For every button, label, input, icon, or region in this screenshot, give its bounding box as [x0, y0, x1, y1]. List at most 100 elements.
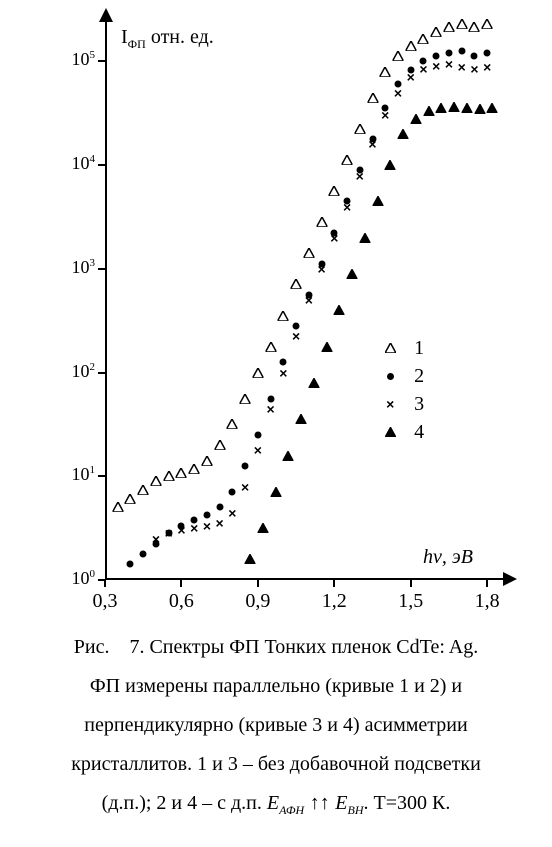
legend-label: 3	[414, 393, 424, 416]
series-1-point	[201, 456, 212, 466]
series-2-point	[254, 431, 261, 438]
series-3-point: ×	[279, 366, 287, 380]
series-1-point	[482, 19, 493, 29]
series-3-point: ×	[432, 59, 440, 73]
caption-tail-b: . T=300 К.	[363, 792, 450, 814]
series-1-point	[380, 67, 391, 77]
series-4-point	[449, 102, 460, 112]
caption-line-3: перпендикулярно (кривые 3 и 4) асимметри…	[84, 714, 467, 736]
series-1-point	[214, 440, 225, 450]
series-1-point	[163, 471, 174, 481]
series-1-point	[278, 311, 289, 321]
series-4-point	[385, 160, 396, 170]
series-1-point	[112, 502, 123, 512]
series-3-point: ×	[292, 329, 300, 343]
series-3-point: ×	[228, 506, 236, 520]
series-2-point	[140, 551, 147, 558]
series-1-point	[354, 124, 365, 134]
series-3-point: ×	[241, 480, 249, 494]
series-4-point	[398, 129, 409, 139]
legend-marker-icon	[380, 343, 400, 353]
series-3-point: ×	[177, 523, 185, 537]
series-3-point: ×	[381, 108, 389, 122]
series-1-point	[431, 27, 442, 37]
series-3-point: ×	[407, 70, 415, 84]
series-1-point	[316, 217, 327, 227]
series-3-point: ×	[190, 521, 198, 535]
series-1-point	[418, 34, 429, 44]
y-tick-label: 101	[50, 464, 95, 485]
caption-sub2: ВН	[347, 803, 363, 817]
legend-item: 2	[380, 365, 424, 388]
series-1-point	[443, 22, 454, 32]
series-4-point	[334, 305, 345, 315]
series-1-point	[342, 155, 353, 165]
x-tick-label: 0,9	[238, 590, 278, 613]
series-3-point: ×	[394, 86, 402, 100]
series-1-point	[329, 186, 340, 196]
series-4-point	[474, 104, 485, 114]
series-3-point: ×	[419, 62, 427, 76]
series-4-point	[283, 451, 294, 461]
legend-item: 4	[380, 421, 424, 444]
series-3-point: ×	[254, 443, 262, 457]
series-1-point	[189, 464, 200, 474]
series-1-point	[176, 468, 187, 478]
y-tick-label: 102	[50, 361, 95, 382]
series-2-point	[216, 504, 223, 511]
x-tick-label: 1,5	[391, 590, 431, 613]
series-4-point	[257, 523, 268, 533]
legend-label: 2	[414, 365, 424, 388]
x-tick-label: 1,2	[314, 590, 354, 613]
series-4-point	[436, 103, 447, 113]
caption-E1: E	[267, 792, 279, 814]
x-tick-label: 1,8	[467, 590, 507, 613]
caption-line-1: Спектры ФП Тонких пленок CdTe: Ag.	[149, 636, 478, 658]
series-3-point: ×	[317, 262, 325, 276]
caption-line-2: ФП измерены параллельно (кривые 1 и 2) и	[90, 675, 462, 697]
series-3-point: ×	[470, 62, 478, 76]
series-1-point	[456, 19, 467, 29]
series-1-point	[227, 419, 238, 429]
series-4-point	[487, 103, 498, 113]
series-3-point: ×	[216, 516, 224, 530]
chart-plot-area: 1001011021031041050,30,60,91,21,51,8IФП …	[105, 20, 505, 580]
series-1-point	[150, 476, 161, 486]
series-3-point: ×	[343, 200, 351, 214]
caption-line-5: (д.п.); 2 и 4 – с д.п. EАФН ↑↑ EВН. T=30…	[102, 792, 451, 814]
series-1-point	[303, 248, 314, 258]
series-3-point: ×	[203, 519, 211, 533]
caption-line-4: кристаллитов. 1 и 3 – без добавочной под…	[71, 753, 481, 775]
y-tick-label: 100	[50, 568, 95, 589]
series-3-point: ×	[305, 293, 313, 307]
legend-item: 1	[380, 337, 424, 360]
x-tick-label: 0,6	[161, 590, 201, 613]
series-2-point	[127, 561, 134, 568]
caption-tail-a: (д.п.); 2 и 4 – с д.п.	[102, 792, 267, 814]
y-axis-title: IФП отн. ед.	[121, 26, 214, 52]
legend-item: ×3	[380, 393, 424, 416]
series-3-point: ×	[152, 532, 160, 546]
series-4-point	[347, 269, 358, 279]
series-1-point	[469, 22, 480, 32]
series-3-point: ×	[356, 169, 364, 183]
series-4-point	[321, 342, 332, 352]
series-3-point: ×	[267, 402, 275, 416]
series-2-point	[242, 462, 249, 469]
series-4-point	[308, 378, 319, 388]
x-axis-arrow-icon	[503, 572, 517, 591]
legend-label: 4	[414, 421, 424, 444]
caption-sub1: АФН	[279, 803, 304, 817]
legend-label: 1	[414, 337, 424, 360]
series-4-point	[423, 106, 434, 116]
page-root: 1001011021031041050,30,60,91,21,51,8IФП …	[0, 0, 552, 847]
series-2-point	[458, 48, 465, 55]
y-tick-label: 105	[50, 49, 95, 70]
caption-E2: E	[335, 792, 347, 814]
legend-marker-icon	[380, 373, 400, 380]
y-tick-label: 104	[50, 153, 95, 174]
figure-caption: Рис. 7. Спектры ФП Тонких пленок CdTe: A…	[0, 628, 552, 823]
y-tick-label: 103	[50, 257, 95, 278]
series-4-point	[372, 196, 383, 206]
series-4-point	[359, 233, 370, 243]
